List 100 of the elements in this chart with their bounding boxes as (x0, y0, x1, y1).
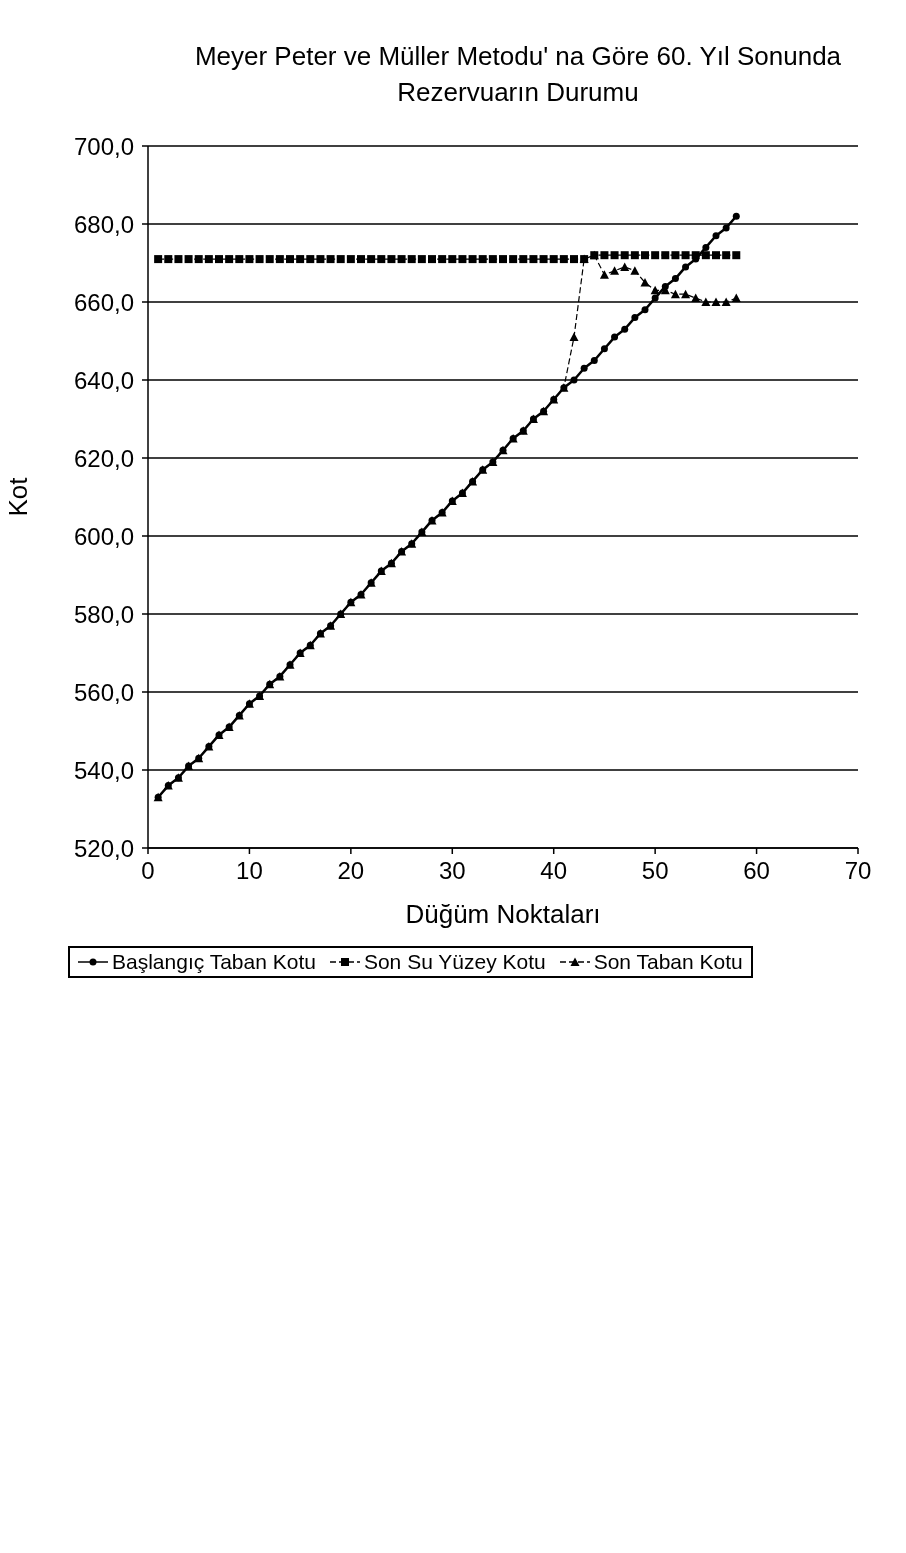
y-tick-label: 520,0 (73, 834, 134, 862)
point (661, 251, 670, 260)
point (539, 255, 548, 264)
x-tick-label: 10 (236, 857, 263, 885)
point (225, 255, 234, 264)
point (670, 289, 680, 299)
point (184, 255, 193, 264)
point (731, 293, 741, 303)
point (407, 255, 416, 264)
point (599, 270, 609, 279)
point (682, 263, 690, 271)
x-axis-title: Düğüm Noktaları (405, 899, 601, 929)
point (621, 325, 629, 333)
point (194, 255, 203, 264)
point (711, 297, 721, 306)
point (377, 255, 386, 264)
point (570, 376, 578, 384)
point (367, 255, 376, 264)
point (570, 255, 578, 264)
point (428, 255, 436, 264)
y-tick-label: 580,0 (73, 600, 134, 628)
point (691, 293, 701, 303)
point (448, 255, 457, 264)
point (702, 243, 710, 251)
point (641, 251, 649, 260)
point (336, 255, 345, 264)
point (651, 251, 660, 260)
x-tick-label: 0 (141, 857, 155, 885)
point (732, 251, 741, 260)
point (732, 212, 740, 220)
point (671, 251, 680, 260)
point (651, 294, 659, 302)
point (640, 278, 650, 287)
point (620, 251, 629, 260)
legend-label: Son Su Yüzey Kotu (363, 950, 546, 974)
point (255, 255, 264, 264)
y-tick-label: 600,0 (73, 522, 134, 550)
x-tick-label: 60 (743, 857, 770, 885)
point (701, 251, 710, 260)
chart-title: Meyer Peter ve Müller Metodu' na Göre 60. Yıl Sonunda Rezervuarın Durumu (193, 40, 843, 109)
point (417, 255, 426, 264)
point (620, 262, 630, 271)
point (600, 345, 608, 353)
point (438, 255, 447, 264)
point (580, 364, 588, 372)
point (681, 251, 690, 260)
point (712, 251, 720, 260)
x-tick-label: 70 (844, 857, 872, 885)
y-tick-label: 660,0 (73, 288, 134, 316)
point (164, 255, 173, 264)
point (641, 306, 649, 314)
point (215, 255, 223, 264)
point (499, 255, 507, 264)
point (245, 255, 254, 264)
point (610, 251, 619, 260)
y-tick-label: 620,0 (73, 444, 134, 472)
y-axis-title: Kot (3, 476, 34, 517)
point (357, 255, 365, 264)
point (721, 297, 731, 306)
y-tick-label: 540,0 (73, 756, 134, 784)
point (631, 314, 639, 322)
x-tick-label: 50 (641, 857, 669, 885)
point (265, 255, 274, 264)
point (306, 255, 315, 264)
point (235, 255, 244, 264)
point (590, 357, 598, 364)
point (722, 251, 731, 260)
point (488, 255, 497, 264)
point (712, 232, 720, 240)
y-tick-label: 680,0 (73, 210, 134, 238)
point (275, 255, 284, 264)
point (397, 255, 406, 264)
point (611, 333, 619, 341)
point (509, 255, 518, 264)
point (630, 251, 639, 260)
point (549, 255, 558, 264)
point (286, 255, 294, 264)
point (671, 275, 679, 283)
point (681, 289, 691, 299)
point (326, 255, 335, 264)
point (559, 255, 568, 264)
point (458, 255, 467, 264)
point (529, 255, 538, 264)
point (468, 255, 477, 264)
point (600, 251, 609, 260)
point (691, 251, 700, 260)
x-tick-label: 30 (438, 857, 466, 885)
point (387, 255, 396, 264)
y-tick-label: 700,0 (73, 132, 134, 160)
legend-label: Son Taban Kotu (593, 950, 743, 974)
point (630, 266, 640, 275)
legend-label: Başlangıç Taban Kotu (112, 950, 316, 974)
point (519, 255, 528, 264)
point (478, 255, 487, 264)
point (316, 255, 325, 264)
point (154, 255, 163, 264)
point (296, 255, 305, 264)
point (204, 255, 213, 264)
x-tick-label: 20 (337, 857, 365, 885)
point (174, 255, 183, 264)
